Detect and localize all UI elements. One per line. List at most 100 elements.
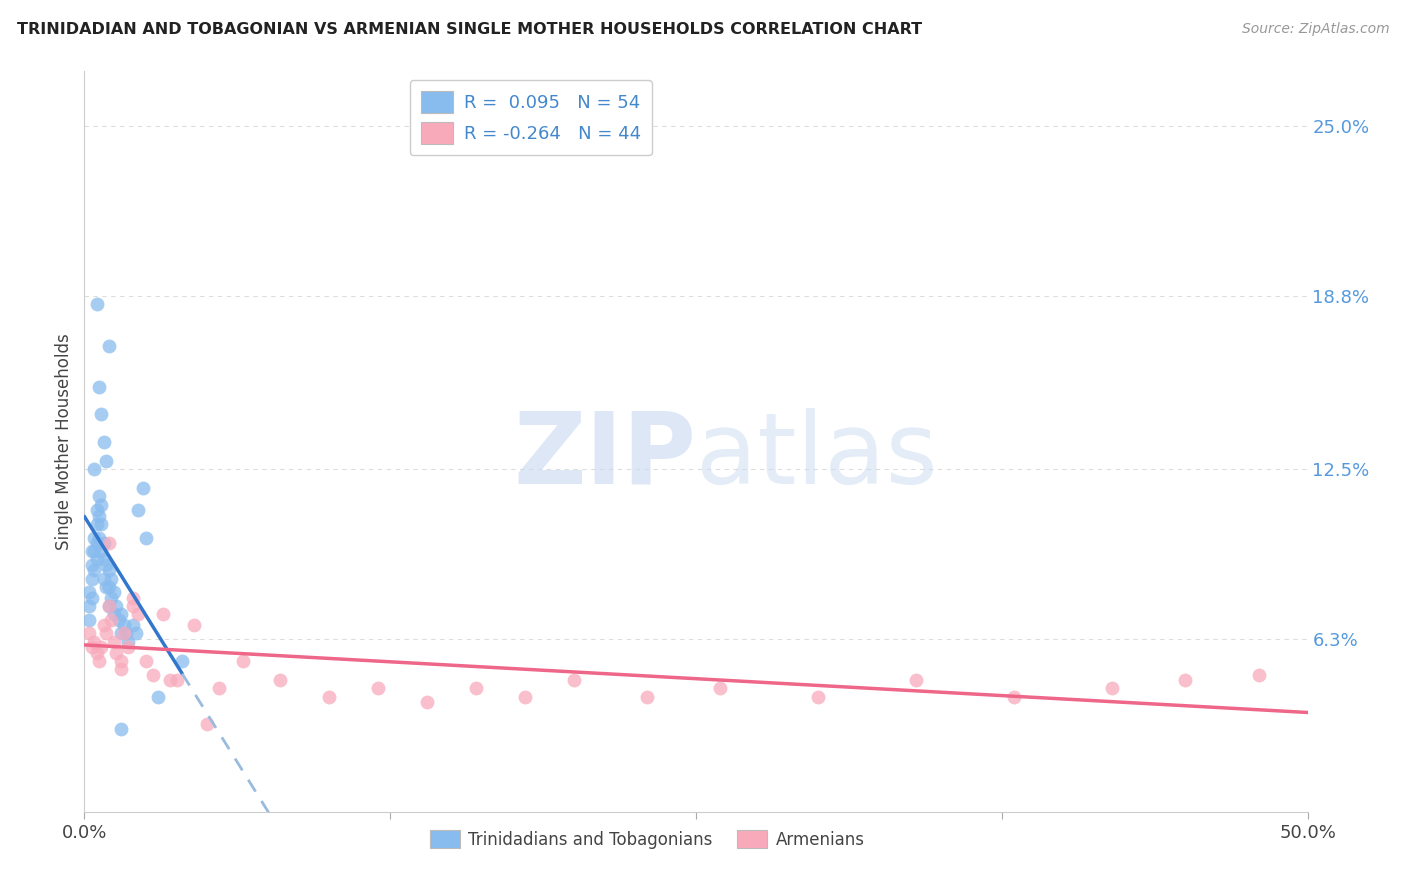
Point — [172, 654, 194, 668]
Point — [83, 634, 105, 648]
Point — [110, 654, 132, 668]
Point — [183, 618, 205, 632]
Point — [115, 626, 138, 640]
Point — [80, 572, 103, 586]
Point — [83, 563, 105, 577]
Point — [122, 591, 145, 605]
Point — [159, 673, 181, 687]
Point — [103, 585, 125, 599]
Text: TRINIDADIAN AND TOBAGONIAN VS ARMENIAN SINGLE MOTHER HOUSEHOLDS CORRELATION CHAR: TRINIDADIAN AND TOBAGONIAN VS ARMENIAN S… — [17, 22, 922, 37]
Point — [93, 536, 115, 550]
Point — [135, 531, 157, 545]
Point — [112, 626, 135, 640]
Point — [93, 552, 115, 566]
Point — [905, 673, 928, 687]
Point — [146, 690, 169, 704]
Point — [110, 626, 132, 640]
Point — [80, 640, 103, 655]
Point — [105, 599, 128, 613]
Point — [96, 626, 118, 640]
Point — [97, 563, 120, 577]
Point — [135, 654, 157, 668]
Point — [367, 681, 389, 696]
Point — [636, 690, 658, 704]
Point — [77, 613, 100, 627]
Point — [87, 489, 110, 503]
Point — [208, 681, 231, 696]
Point — [90, 544, 112, 558]
Point — [807, 690, 830, 704]
Point — [513, 690, 536, 704]
Point — [86, 552, 108, 566]
Y-axis label: Single Mother Households: Single Mother Households — [55, 334, 73, 549]
Point — [1174, 673, 1197, 687]
Point — [97, 580, 120, 594]
Point — [709, 681, 731, 696]
Point — [107, 613, 129, 627]
Point — [416, 695, 439, 709]
Point — [132, 481, 155, 495]
Text: ZIP: ZIP — [513, 408, 696, 505]
Point — [100, 572, 122, 586]
Point — [110, 607, 132, 622]
Point — [1101, 681, 1123, 696]
Point — [318, 690, 340, 704]
Point — [97, 599, 120, 613]
Point — [86, 297, 108, 311]
Point — [86, 503, 108, 517]
Point — [86, 536, 108, 550]
Point — [103, 607, 125, 622]
Point — [122, 599, 145, 613]
Point — [83, 544, 105, 558]
Point — [96, 580, 118, 594]
Point — [97, 536, 120, 550]
Point — [105, 646, 128, 660]
Point — [83, 462, 105, 476]
Point — [77, 626, 100, 640]
Point — [80, 544, 103, 558]
Point — [83, 531, 105, 545]
Point — [269, 673, 291, 687]
Point — [122, 618, 145, 632]
Point — [93, 572, 115, 586]
Point — [90, 516, 112, 531]
Point — [90, 498, 112, 512]
Point — [87, 380, 110, 394]
Point — [80, 558, 103, 572]
Text: Source: ZipAtlas.com: Source: ZipAtlas.com — [1241, 22, 1389, 37]
Point — [100, 613, 122, 627]
Point — [77, 599, 100, 613]
Point — [110, 662, 132, 676]
Point — [103, 634, 125, 648]
Point — [87, 531, 110, 545]
Legend: Trinidadians and Tobagonians, Armenians: Trinidadians and Tobagonians, Armenians — [423, 823, 872, 855]
Point — [142, 667, 165, 681]
Point — [127, 503, 149, 517]
Point — [112, 618, 135, 632]
Point — [87, 508, 110, 523]
Point — [1002, 690, 1025, 704]
Point — [152, 607, 174, 622]
Point — [125, 626, 148, 640]
Point — [232, 654, 254, 668]
Point — [562, 673, 585, 687]
Point — [464, 681, 486, 696]
Point — [96, 454, 118, 468]
Point — [117, 634, 139, 648]
Text: atlas: atlas — [696, 408, 938, 505]
Point — [93, 434, 115, 449]
Point — [96, 558, 118, 572]
Point — [97, 599, 120, 613]
Point — [166, 673, 188, 687]
Point — [100, 591, 122, 605]
Point — [97, 338, 120, 352]
Point — [77, 585, 100, 599]
Point — [127, 607, 149, 622]
Point — [86, 646, 108, 660]
Point — [1247, 667, 1270, 681]
Point — [117, 640, 139, 655]
Point — [90, 407, 112, 421]
Point — [86, 516, 108, 531]
Point — [80, 591, 103, 605]
Point — [110, 723, 132, 737]
